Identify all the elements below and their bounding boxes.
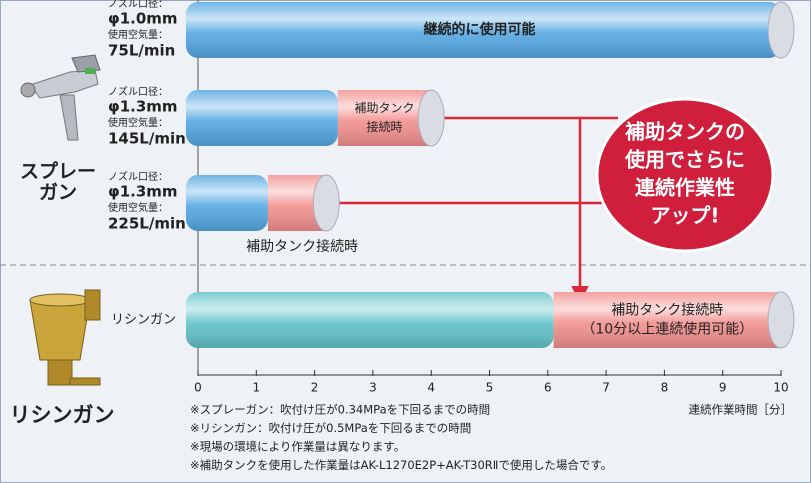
lysin-gun-icon: [29, 289, 101, 386]
group-label: リシンガン: [10, 403, 115, 427]
x-tick-label: 6: [544, 381, 552, 395]
x-tick-label: 0: [194, 381, 202, 395]
category-label: 225L/min: [108, 215, 186, 233]
x-tick-label: 4: [427, 381, 435, 395]
bar-shine: [186, 90, 338, 146]
group-label: スプレー: [20, 160, 96, 183]
x-tick-label: 2: [311, 381, 319, 395]
bar-label: 継続的に使用可能: [424, 21, 536, 38]
callout-text: 補助タンクの: [624, 120, 745, 144]
bar-label: 補助タンク接続時: [246, 238, 358, 255]
x-tick-label: 9: [719, 381, 727, 395]
group-label: ガン: [39, 182, 77, 204]
x-axis-label: 連続作業時間［分］: [689, 403, 793, 417]
note: ※リシンガン：吹付け圧が0.5MPaを下回るまでの時間: [190, 421, 471, 435]
x-tick-label: 8: [661, 381, 669, 395]
note: ※補助タンクを使用した作業量はAK-L1270E2P+AK-T30RⅡで使用した…: [190, 458, 612, 472]
callout-text: 使用でさらに: [624, 148, 745, 172]
nozzle-label: ノズル口径：: [108, 0, 168, 10]
x-tick-label: 5: [486, 381, 494, 395]
nozzle-label: ノズル口径：: [108, 85, 168, 98]
x-tick-label: 10: [773, 381, 788, 395]
bar-shine: [553, 292, 781, 348]
air-label: 使用空気量：: [108, 201, 168, 214]
note: ※現場の環境により作業量は異なります。: [190, 440, 405, 454]
nozzle-diameter: φ1.0mm: [108, 10, 178, 28]
bar-shine: [186, 292, 554, 348]
bar-end: [312, 174, 340, 232]
nozzle-label: ノズル口径：: [108, 170, 168, 183]
bar-end: [767, 291, 795, 349]
category-label: 145L/min: [108, 130, 186, 148]
category-label: 75L/min: [108, 42, 175, 60]
bar-end: [417, 89, 445, 147]
x-tick-label: 1: [252, 381, 260, 395]
callout-text: 連続作業性: [635, 176, 735, 200]
spray-gun-icon: [20, 54, 101, 141]
air-label: 使用空気量：: [108, 28, 168, 41]
bar-label: 補助タンク接続時: [611, 302, 723, 319]
callout: [308, 97, 775, 304]
category-label: リシンガン: [111, 313, 176, 328]
bar-end: [767, 1, 795, 59]
callout-text: アップ!: [650, 204, 719, 228]
x-tick-label: 7: [602, 381, 610, 395]
bar-shine: [186, 2, 781, 58]
bar-shine: [337, 90, 432, 146]
air-label: 使用空気量：: [108, 116, 168, 129]
x-tick-label: 3: [369, 381, 377, 395]
nozzle-diameter: φ1.3mm: [108, 98, 178, 116]
bar-shine: [186, 175, 268, 231]
note: ※スプレーガン：吹付け圧が0.34MPaを下回るまでの時間: [190, 403, 490, 417]
nozzle-diameter: φ1.3mm: [108, 183, 178, 201]
bar-label: 接続時: [367, 119, 403, 134]
bar-label: （10分以上連続使用可能）: [581, 321, 753, 338]
bar-label: 補助タンク: [355, 101, 415, 115]
